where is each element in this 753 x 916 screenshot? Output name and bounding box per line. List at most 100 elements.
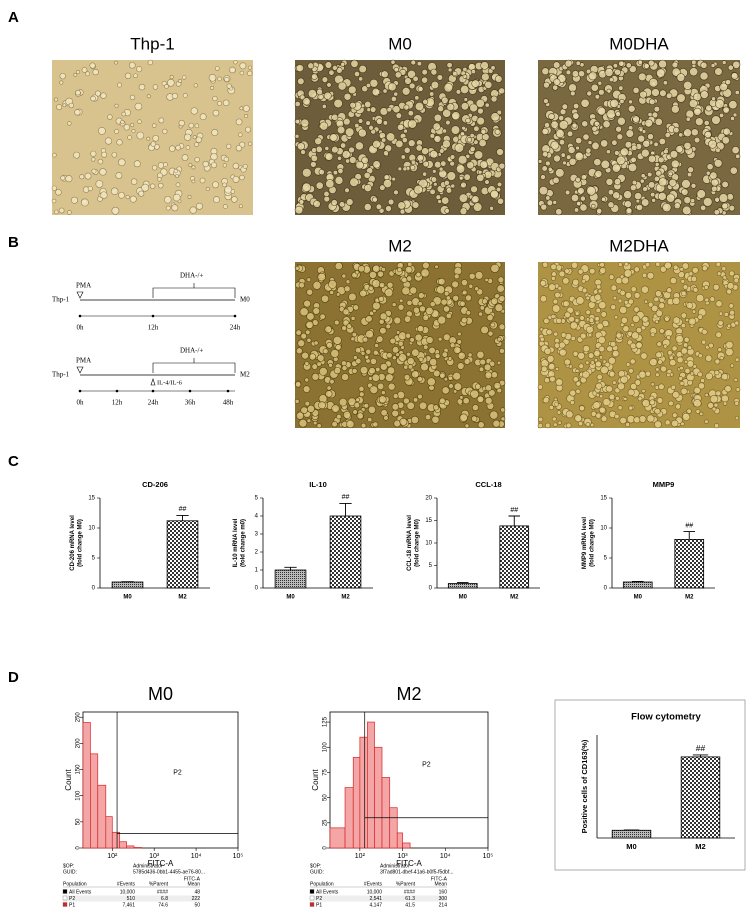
cell xyxy=(696,189,706,199)
cell xyxy=(387,382,396,391)
cell xyxy=(722,275,727,280)
cell xyxy=(304,401,310,407)
cell xyxy=(354,270,360,275)
cell xyxy=(385,323,392,330)
cell xyxy=(307,404,315,413)
cell xyxy=(458,175,464,181)
cell xyxy=(426,336,434,344)
cell xyxy=(365,315,373,323)
cell xyxy=(469,133,475,139)
time-label: 36h xyxy=(185,399,196,407)
cell xyxy=(605,177,614,186)
cell xyxy=(434,264,439,269)
cell xyxy=(385,205,392,212)
cell xyxy=(194,123,200,129)
cell xyxy=(414,333,423,342)
table-row-bg xyxy=(310,895,447,902)
cell xyxy=(684,367,691,374)
cell xyxy=(438,166,444,172)
cell xyxy=(494,128,501,135)
cell xyxy=(605,149,611,155)
cell xyxy=(323,190,330,198)
cell xyxy=(429,301,436,308)
cell xyxy=(496,181,503,188)
cell xyxy=(552,200,558,205)
x-tick-label: M0 xyxy=(634,595,643,601)
cell xyxy=(60,175,66,181)
cell xyxy=(576,296,585,305)
cell xyxy=(614,315,619,320)
cell xyxy=(654,290,662,298)
cell xyxy=(683,336,690,343)
cell xyxy=(110,187,119,196)
cell xyxy=(295,347,303,355)
cell xyxy=(706,163,714,171)
timeline-label: M0 xyxy=(240,296,250,304)
cell xyxy=(393,189,399,196)
cell xyxy=(686,360,695,368)
cell xyxy=(641,388,646,394)
cell xyxy=(302,97,311,106)
cell xyxy=(245,126,252,133)
cell xyxy=(345,158,351,164)
cell xyxy=(484,371,493,380)
cell xyxy=(336,413,342,420)
cell xyxy=(149,183,156,190)
cell xyxy=(660,365,667,373)
cell xyxy=(239,70,245,76)
bar xyxy=(499,525,530,589)
cell xyxy=(441,386,450,395)
cell xyxy=(212,181,219,189)
y-tick-label: 10 xyxy=(600,526,607,532)
cell xyxy=(697,314,703,320)
cell xyxy=(619,306,628,315)
cell xyxy=(391,346,400,354)
cell xyxy=(123,124,130,131)
cell xyxy=(592,401,601,410)
cell xyxy=(337,81,347,91)
cell xyxy=(294,133,300,139)
cell xyxy=(585,360,590,365)
cell xyxy=(548,404,555,411)
cell xyxy=(699,71,709,81)
cell xyxy=(623,299,629,305)
cell xyxy=(326,342,333,349)
cell xyxy=(721,266,727,272)
table-text: 160 xyxy=(439,889,448,895)
cell xyxy=(247,65,253,70)
histogram-bar xyxy=(119,841,127,849)
cell xyxy=(329,289,335,295)
cell xyxy=(615,395,620,401)
cell xyxy=(413,306,420,314)
cell xyxy=(550,140,560,150)
cell xyxy=(590,360,595,365)
cell xyxy=(548,283,556,291)
table-text: 50 xyxy=(194,902,200,908)
cell xyxy=(341,150,351,159)
cell xyxy=(239,62,247,70)
cell xyxy=(647,133,654,141)
cell xyxy=(693,386,701,395)
cell xyxy=(562,277,570,285)
cell xyxy=(417,292,425,299)
cell xyxy=(114,103,119,108)
cell xyxy=(562,160,567,166)
cell xyxy=(73,72,78,77)
cell xyxy=(558,115,565,122)
cell xyxy=(306,312,315,321)
cell xyxy=(173,168,179,174)
cell xyxy=(666,372,671,378)
cell xyxy=(627,162,638,173)
cell xyxy=(97,126,106,135)
table-text: P1 xyxy=(69,902,75,908)
cell xyxy=(490,263,500,273)
cell xyxy=(679,365,684,371)
cell xyxy=(382,120,388,126)
cell xyxy=(332,170,338,176)
cell xyxy=(549,375,556,383)
cell xyxy=(566,130,574,137)
cell xyxy=(548,363,556,371)
cell xyxy=(344,127,355,137)
time-label: 24h xyxy=(148,399,159,407)
cell xyxy=(446,171,457,181)
